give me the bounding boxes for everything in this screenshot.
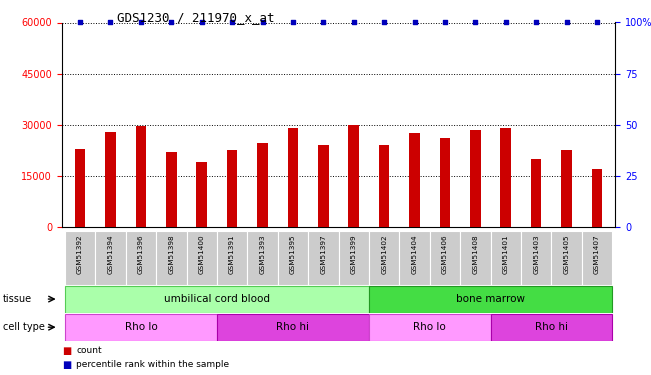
Point: [409, 20, 420, 26]
Bar: [135, 126, 146, 227]
Text: percentile rank within the sample: percentile rank within the sample: [76, 360, 229, 369]
Point: [470, 20, 480, 26]
Point: [197, 20, 207, 26]
Bar: [217, 314, 369, 340]
Point: [75, 20, 85, 26]
Bar: [409, 133, 420, 227]
Bar: [318, 145, 329, 227]
Bar: [561, 150, 572, 227]
Bar: [247, 231, 278, 285]
Text: Rho lo: Rho lo: [124, 322, 158, 332]
Text: GSM51395: GSM51395: [290, 234, 296, 274]
Point: [318, 20, 329, 26]
Text: GSM51398: GSM51398: [169, 234, 174, 274]
Bar: [369, 314, 491, 340]
Text: umbilical cord blood: umbilical cord blood: [164, 294, 270, 304]
Point: [348, 20, 359, 26]
Bar: [379, 145, 389, 227]
Bar: [65, 314, 217, 340]
Bar: [582, 231, 612, 285]
Point: [105, 20, 116, 26]
Bar: [470, 130, 480, 227]
Bar: [278, 231, 308, 285]
Point: [379, 20, 389, 26]
Bar: [521, 231, 551, 285]
Text: cell type: cell type: [3, 322, 45, 332]
Point: [257, 20, 268, 26]
Text: GSM51400: GSM51400: [199, 234, 204, 274]
Text: bone marrow: bone marrow: [456, 294, 525, 304]
Bar: [156, 231, 186, 285]
Bar: [105, 132, 116, 227]
Bar: [308, 231, 339, 285]
Text: Rho hi: Rho hi: [277, 322, 309, 332]
Text: GSM51391: GSM51391: [229, 234, 235, 274]
Bar: [339, 231, 369, 285]
Bar: [217, 231, 247, 285]
Bar: [65, 286, 369, 313]
Text: GSM51402: GSM51402: [381, 234, 387, 274]
Bar: [126, 231, 156, 285]
Bar: [288, 128, 298, 227]
Text: GSM51407: GSM51407: [594, 234, 600, 274]
Bar: [551, 231, 582, 285]
Point: [592, 20, 602, 26]
Text: GSM51401: GSM51401: [503, 234, 508, 274]
Point: [501, 20, 511, 26]
Bar: [439, 138, 450, 227]
Text: GSM51397: GSM51397: [320, 234, 326, 274]
Bar: [348, 124, 359, 227]
Text: tissue: tissue: [3, 294, 33, 304]
Bar: [531, 159, 542, 227]
Text: GSM51403: GSM51403: [533, 234, 539, 274]
Bar: [166, 152, 176, 227]
Point: [288, 20, 298, 26]
Bar: [95, 231, 126, 285]
Bar: [501, 128, 511, 227]
Bar: [186, 231, 217, 285]
Text: GSM51405: GSM51405: [564, 234, 570, 274]
Text: GSM51408: GSM51408: [473, 234, 478, 274]
Text: GSM51393: GSM51393: [260, 234, 266, 274]
Point: [135, 20, 146, 26]
Text: Rho hi: Rho hi: [535, 322, 568, 332]
Text: GSM51406: GSM51406: [442, 234, 448, 274]
Bar: [491, 314, 612, 340]
Bar: [369, 231, 399, 285]
Bar: [369, 286, 612, 313]
Text: ■: ■: [62, 346, 71, 356]
Bar: [592, 169, 602, 227]
Point: [227, 20, 238, 26]
Bar: [227, 150, 238, 227]
Bar: [65, 231, 95, 285]
Text: GSM51404: GSM51404: [411, 234, 417, 274]
Text: GSM51392: GSM51392: [77, 234, 83, 274]
Text: GDS1230 / 211970_x_at: GDS1230 / 211970_x_at: [117, 11, 275, 24]
Text: GSM51394: GSM51394: [107, 234, 113, 274]
Text: count: count: [76, 346, 102, 355]
Bar: [257, 143, 268, 227]
Point: [531, 20, 542, 26]
Text: Rho lo: Rho lo: [413, 322, 446, 332]
Bar: [399, 231, 430, 285]
Text: ■: ■: [62, 360, 71, 370]
Bar: [75, 148, 85, 227]
Point: [166, 20, 176, 26]
Bar: [460, 231, 491, 285]
Text: GSM51396: GSM51396: [138, 234, 144, 274]
Point: [439, 20, 450, 26]
Bar: [491, 231, 521, 285]
Text: GSM51399: GSM51399: [351, 234, 357, 274]
Bar: [197, 162, 207, 227]
Bar: [430, 231, 460, 285]
Point: [561, 20, 572, 26]
